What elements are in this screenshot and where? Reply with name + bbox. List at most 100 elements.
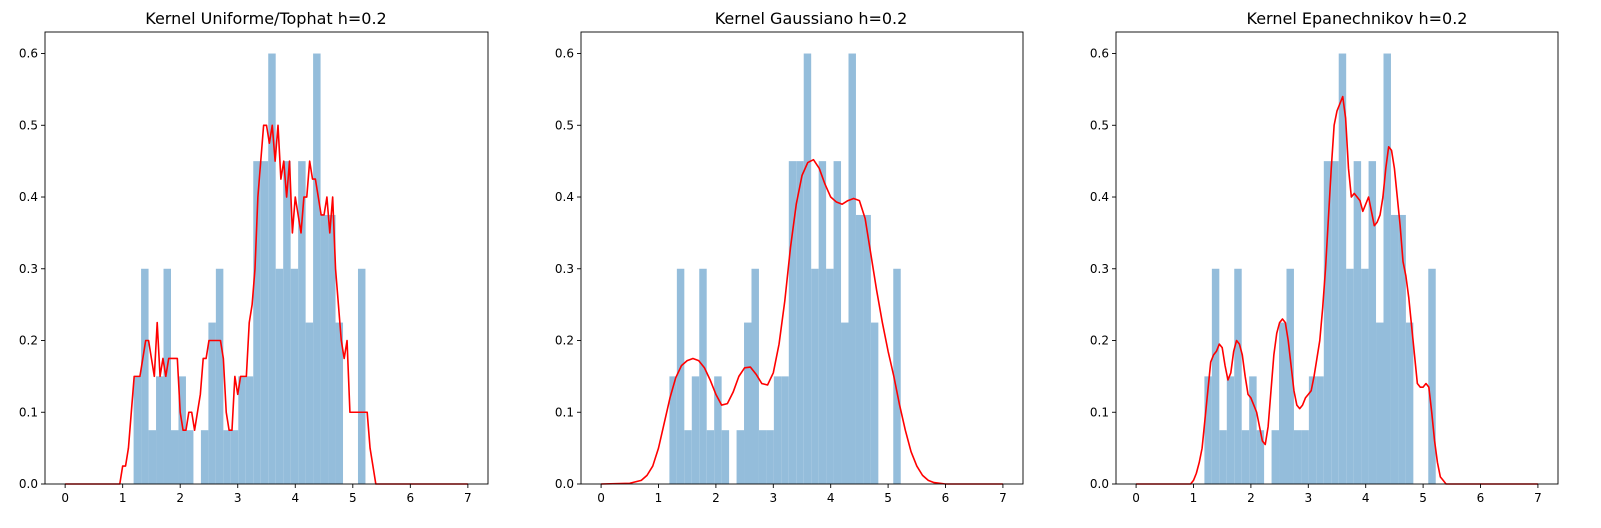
histogram-bar (796, 161, 804, 484)
histogram-bar (781, 376, 789, 484)
histogram-bar (669, 376, 677, 484)
histogram-bar (230, 430, 239, 484)
x-tick-label: 7 (464, 491, 472, 505)
histogram-bar (1308, 376, 1317, 484)
x-tick-label: 3 (234, 491, 242, 505)
histogram-bar (305, 322, 314, 484)
histogram-bar (1241, 430, 1250, 484)
histogram-bar (766, 430, 774, 484)
y-tick-label: 0.3 (555, 262, 574, 276)
y-tick-label: 0.3 (19, 262, 38, 276)
y-tick-label: 0.5 (555, 118, 574, 132)
histogram-bar (706, 430, 715, 484)
histogram-bar (1390, 214, 1399, 484)
histogram-bar (1271, 430, 1280, 484)
y-tick-label: 0.5 (1090, 118, 1109, 132)
x-tick-label: 7 (1534, 491, 1542, 505)
histogram-bar (156, 376, 164, 484)
histogram-bar (1383, 53, 1391, 485)
x-tick-label: 1 (1190, 491, 1198, 505)
histogram-bar (1368, 161, 1377, 484)
histogram-bar (223, 430, 231, 484)
histogram-bar (1323, 161, 1332, 484)
histogram-bar (148, 430, 157, 484)
x-tick-label: 5 (1419, 491, 1427, 505)
histogram-bar (328, 214, 336, 484)
x-tick-label: 4 (1362, 491, 1370, 505)
y-tick-label: 0.2 (19, 334, 38, 348)
histogram-bar (200, 430, 209, 484)
histogram-bars-uniform (133, 53, 366, 485)
histogram-bar (275, 268, 284, 484)
histogram-bar (833, 161, 842, 484)
histogram-bar (245, 376, 254, 484)
histogram-bar (1428, 268, 1436, 484)
histogram-bar (1293, 430, 1302, 484)
histogram-bar (841, 322, 849, 484)
x-tick-label: 0 (1132, 491, 1140, 505)
axes-frame-uniform (44, 31, 489, 485)
histogram-bar (758, 430, 767, 484)
subplot-title-gaussian: Kernel Gaussiano h=0.2 (715, 9, 908, 28)
histogram-bar (1204, 376, 1212, 484)
histogram-bar (178, 376, 186, 484)
histogram-bar (1376, 322, 1384, 484)
histogram-bar (818, 161, 827, 484)
x-tick-label: 7 (999, 491, 1007, 505)
subplot-title-uniform: Kernel Uniforme/Tophat h=0.2 (145, 9, 386, 28)
subplot-gaussian: Kernel Gaussiano h=0.2 0 1 2 3 4 5 6 7 0.0 0.1 0.2… (555, 9, 1024, 505)
histogram-bar (1338, 53, 1347, 485)
x-tick-label: 4 (291, 491, 299, 505)
y-tick-label: 0.3 (1090, 262, 1109, 276)
histogram-bar (751, 268, 759, 484)
x-tick-label: 0 (61, 491, 69, 505)
histogram-bar (1249, 376, 1257, 484)
histogram-bar (290, 268, 299, 484)
histogram-bar (691, 376, 700, 484)
histogram-bar (721, 430, 730, 484)
y-tick-label: 0.1 (1090, 405, 1109, 419)
histogram-bar (283, 161, 291, 484)
y-tick-label: 0.5 (19, 118, 38, 132)
histogram-bar (714, 376, 722, 484)
histogram-bar (1211, 268, 1220, 484)
histogram-bar (803, 53, 812, 485)
histogram-bar (1353, 161, 1362, 484)
histogram-bar (133, 376, 142, 484)
y-tick-label: 0.4 (19, 190, 38, 204)
x-tick-label: 6 (407, 491, 415, 505)
x-tick-label: 2 (176, 491, 184, 505)
histogram-bar (1256, 430, 1265, 484)
y-tick-label: 0.1 (555, 405, 574, 419)
x-tick-label: 2 (1247, 491, 1255, 505)
histogram-bar (684, 430, 692, 484)
kde-line-epanechnikov (1136, 95, 1538, 485)
y-tick-label: 0.6 (1090, 47, 1109, 61)
histogram-bar (1286, 268, 1294, 484)
histogram-bar (736, 430, 745, 484)
histogram-bar (788, 161, 797, 484)
kde-line-uniform (65, 124, 468, 485)
histogram-bar (1346, 268, 1354, 484)
histogram-bar (1361, 268, 1369, 484)
x-tick-label: 2 (712, 491, 720, 505)
y-tick-label: 0.1 (19, 405, 38, 419)
x-tick-label: 3 (769, 491, 777, 505)
y-tick-label: 0.6 (555, 47, 574, 61)
histogram-bar (357, 268, 366, 484)
histogram-bar (744, 322, 752, 484)
y-tick-label: 0.2 (1090, 334, 1109, 348)
histogram-bar (298, 161, 306, 484)
x-tick-label: 4 (827, 491, 835, 505)
axes-frame-gaussian (580, 31, 1024, 485)
histogram-bar (1219, 430, 1227, 484)
histogram-bar (1398, 214, 1406, 484)
histogram-bar (826, 268, 834, 484)
histogram-bar (1331, 161, 1339, 484)
y-tick-label: 0.4 (1090, 190, 1109, 204)
histogram-bar (141, 268, 149, 484)
histogram-bar (208, 322, 216, 484)
subplot-uniform: Kernel Uniforme/Tophat h=0.2 0 1 2 3 4 5 6 7 0.0… (19, 9, 489, 505)
histogram-bar (320, 214, 329, 484)
